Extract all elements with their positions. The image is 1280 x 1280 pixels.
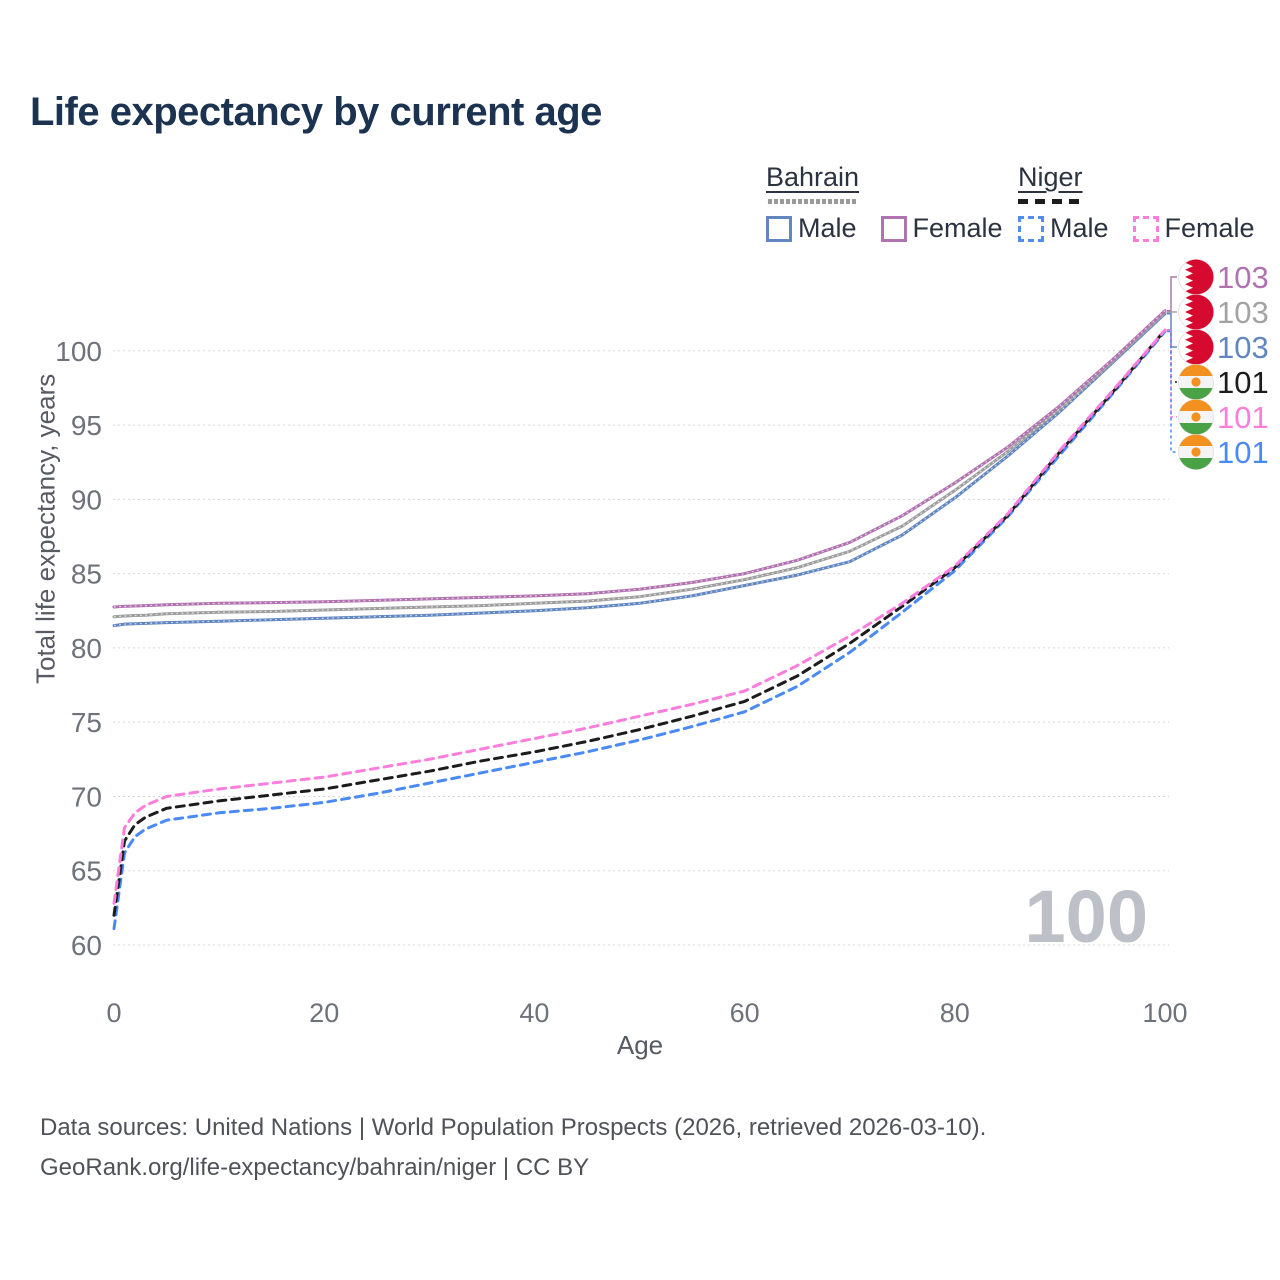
end-label-connector	[1167, 312, 1177, 348]
legend-items: Male Female	[1018, 213, 1255, 244]
end-label-connector	[1167, 329, 1177, 418]
legend-group-bahrain: Bahrain Male Female	[766, 162, 1003, 244]
x-axis-title: Age	[616, 1030, 664, 1060]
legend-item-bahrain-female[interactable]: Female	[880, 213, 1003, 244]
bahrain-flag-icon	[1178, 329, 1214, 365]
footer: Data sources: United Nations | World Pop…	[40, 1108, 986, 1188]
end-label-value: 101	[1217, 400, 1269, 435]
x-tick-label: 80	[940, 998, 970, 1028]
legend-item-label: Male	[1050, 213, 1109, 243]
x-tick-label: 60	[730, 998, 760, 1028]
x-tick-label: 0	[106, 998, 121, 1028]
y-tick-label: 100	[55, 336, 102, 367]
legend-swatch-icon	[1018, 215, 1044, 242]
series-line-texture	[113, 310, 1166, 608]
niger-flag-icon	[1178, 399, 1214, 435]
series-line-niger-male[interactable]	[112, 330, 1167, 931]
bahrain-flag-icon	[1178, 294, 1214, 330]
footer-license-line: GeoRank.org/life-expectancy/bahrain/nige…	[40, 1154, 590, 1181]
legend-item-niger-male[interactable]: Male	[1018, 213, 1109, 244]
legend-item-label: Female	[912, 213, 1003, 243]
legend-items: Male Female	[766, 213, 1003, 244]
y-tick-label: 90	[71, 484, 102, 515]
chart-watermark: 100	[1025, 875, 1148, 958]
legend-line-sample-niger	[1018, 199, 1082, 204]
y-axis-title: Total life expectancy, years	[30, 373, 61, 684]
legend-line-sample-bahrain	[766, 199, 856, 204]
niger-flag-icon	[1178, 364, 1214, 400]
series-line-bahrain-female[interactable]	[112, 309, 1167, 609]
chart-legend: Bahrain Male Female Niger Male Female	[0, 0, 1280, 250]
y-tick-label: 60	[71, 930, 102, 961]
page-title: Life expectancy by current age	[30, 90, 602, 134]
y-tick-label: 85	[71, 559, 102, 590]
legend-item-label: Female	[1164, 213, 1255, 243]
end-label-connector	[1167, 330, 1177, 453]
end-label-value: 101	[1217, 365, 1269, 400]
series-line-texture	[113, 311, 1166, 618]
legend-item-bahrain-male[interactable]: Male	[766, 213, 857, 244]
legend-item-niger-female[interactable]: Female	[1132, 213, 1255, 244]
legend-swatch-icon	[766, 215, 792, 242]
y-tick-label: 70	[71, 781, 102, 812]
bahrain-flag-icon	[1178, 259, 1214, 295]
end-label-value: 103	[1217, 330, 1269, 365]
legend-group-niger: Niger Male Female	[1018, 162, 1255, 244]
x-tick-label: 40	[519, 998, 549, 1028]
end-label-connector	[1167, 276, 1177, 312]
legend-country-bahrain[interactable]: Bahrain	[766, 162, 860, 192]
series-line-texture	[113, 313, 1166, 627]
series-line-niger-female[interactable]	[112, 328, 1167, 905]
y-tick-label: 65	[71, 856, 102, 887]
legend-country-niger[interactable]: Niger	[1018, 162, 1083, 192]
end-label-value: 101	[1217, 435, 1269, 470]
series-line-bahrain-male[interactable]	[112, 312, 1167, 628]
y-tick-label: 75	[71, 707, 102, 738]
series-line-niger-both-sexes[interactable]	[112, 328, 1167, 917]
end-label-connector	[1167, 329, 1177, 383]
legend-swatch-icon	[880, 215, 907, 242]
series-line-bahrain-both-sexes[interactable]	[112, 310, 1167, 619]
x-tick-label: 20	[309, 998, 339, 1028]
end-label-value: 103	[1217, 260, 1269, 295]
y-tick-label: 80	[71, 633, 102, 664]
legend-swatch-icon	[1132, 215, 1159, 242]
footer-source-line: Data sources: United Nations | World Pop…	[40, 1114, 987, 1141]
x-tick-label: 100	[1142, 998, 1187, 1028]
end-label-value: 103	[1217, 295, 1269, 330]
legend-item-label: Male	[798, 213, 857, 243]
niger-flag-icon	[1178, 434, 1214, 470]
y-tick-label: 95	[71, 410, 102, 441]
